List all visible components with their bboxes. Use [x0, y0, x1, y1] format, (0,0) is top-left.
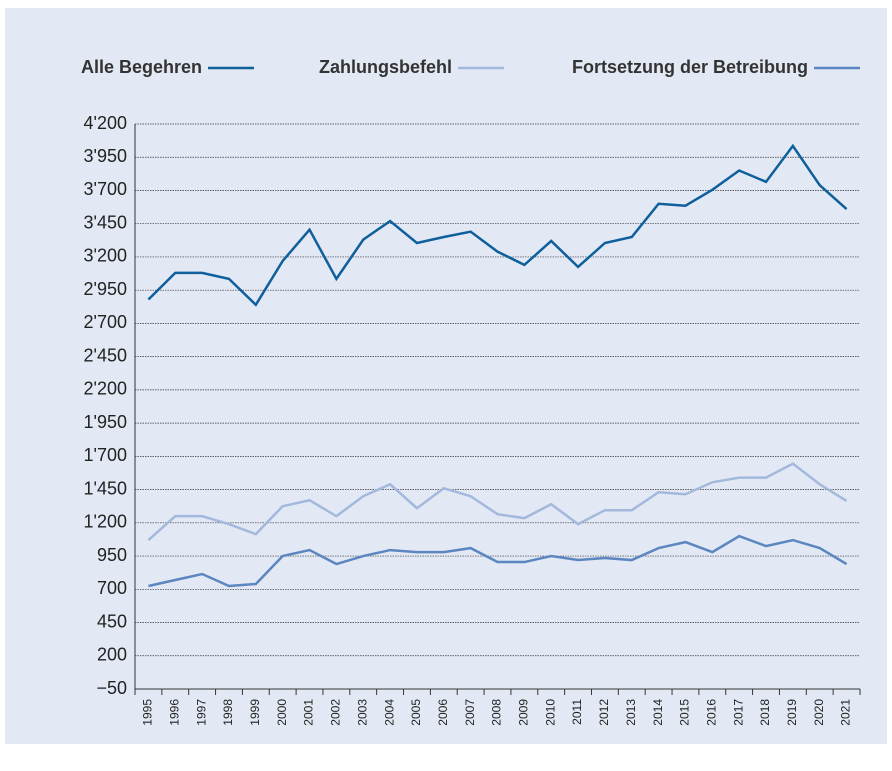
chart-background [5, 8, 887, 744]
x-tick-label: 1995 [141, 699, 155, 726]
y-tick-label: 4'200 [84, 113, 127, 133]
y-tick-label: 1'950 [84, 412, 127, 432]
y-tick-label: 700 [97, 578, 127, 598]
x-tick-label: 2009 [517, 699, 531, 726]
y-tick-label: 450 [97, 611, 127, 631]
x-tick-label: 2019 [785, 699, 799, 726]
x-tick-label: 2007 [463, 699, 477, 726]
series-line [148, 534, 848, 588]
x-tick-label: 2015 [678, 699, 692, 726]
x-tick-label: 2008 [490, 699, 504, 726]
x-tick-label: 1996 [167, 699, 181, 726]
y-tick-label: 2'700 [84, 312, 127, 332]
x-tick-label: 2017 [731, 699, 745, 726]
x-tick-label: 2006 [436, 699, 450, 726]
x-tick-label: 2003 [355, 699, 369, 726]
y-tick-label: 1'450 [84, 478, 127, 498]
y-tick-label: 2'950 [84, 279, 127, 299]
x-tick-label: 2011 [570, 699, 584, 725]
x-tick-label: 2014 [651, 699, 665, 726]
y-tick-label: −50 [96, 678, 127, 698]
x-tick-label: 1998 [221, 699, 235, 726]
y-tick-label: 2'450 [84, 345, 127, 365]
x-tick-label: 2020 [812, 699, 826, 726]
y-tick-label: 1'200 [84, 512, 127, 532]
legend-label: Zahlungsbefehl [319, 57, 452, 77]
x-tick-label: 2005 [409, 699, 423, 726]
series-line [147, 462, 848, 542]
x-tick-label: 2002 [329, 699, 343, 726]
y-tick-label: 3'200 [84, 246, 127, 266]
y-tick-label: 1'700 [84, 445, 127, 465]
y-tick-label: 2'200 [84, 379, 127, 399]
series-line [147, 143, 848, 307]
x-tick-label: 2016 [704, 699, 718, 726]
x-tick-label: 2013 [624, 699, 638, 726]
x-tick-label: 2004 [382, 699, 396, 726]
legend-label: Alle Begehren [81, 57, 202, 77]
legend-label: Fortsetzung der Betreibung [572, 57, 808, 77]
x-tick-label: 2000 [275, 699, 289, 726]
x-tick-label: 2012 [597, 699, 611, 726]
x-tick-label: 2010 [543, 699, 557, 726]
x-tick-label: 2018 [758, 699, 772, 726]
x-tick-label: 2001 [302, 699, 316, 726]
y-tick-label: 3'700 [84, 179, 127, 199]
x-tick-label: 1997 [194, 699, 208, 726]
y-tick-label: 3'950 [84, 146, 127, 166]
y-tick-label: 950 [97, 545, 127, 565]
y-tick-label: 200 [97, 645, 127, 665]
x-tick-label: 2021 [839, 699, 853, 726]
y-tick-label: 3'450 [84, 212, 127, 232]
x-tick-label: 1999 [248, 699, 262, 726]
